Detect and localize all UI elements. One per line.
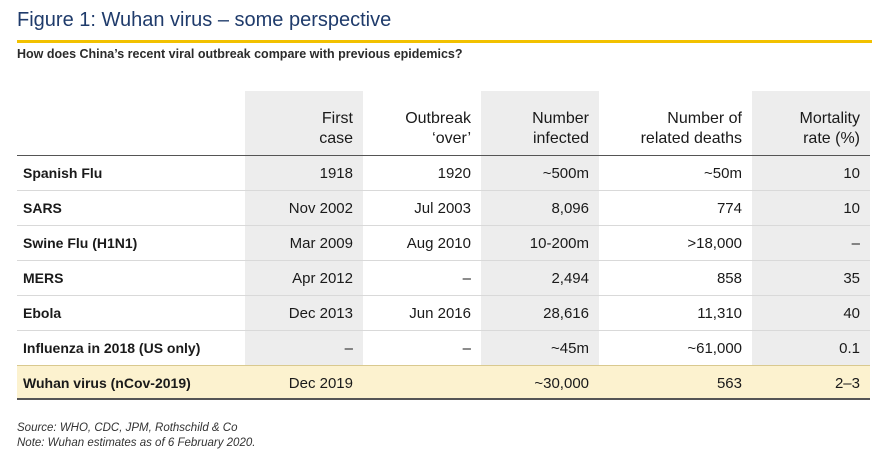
- header-number-infected-line2: infected: [532, 130, 589, 147]
- cell-related-deaths: 11,310: [599, 295, 752, 331]
- cell-outbreak-over: [363, 365, 481, 400]
- table-bottom-rule: [17, 398, 870, 400]
- header-outbreak-over-line2: ‘over’: [432, 130, 471, 147]
- header-outbreak-over: Outbreak ‘over’: [363, 91, 481, 156]
- cell-number-infected: ~30,000: [481, 365, 599, 400]
- cell-first-case: Dec 2019: [245, 365, 363, 400]
- table-row: Ebola Dec 2013 Jun 2016 28,616 11,310 40: [17, 295, 870, 331]
- cell-related-deaths: 774: [599, 190, 752, 226]
- note-line: Note: Wuhan estimates as of 6 February 2…: [17, 437, 256, 449]
- table-row: Spanish Flu 1918 1920 ~500m ~50m 10: [17, 155, 870, 191]
- cell-first-case: Nov 2002: [245, 190, 363, 226]
- header-first-case-line2: case: [319, 130, 353, 147]
- cell-mortality-rate: –: [752, 225, 870, 261]
- cell-outbreak-over: 1920: [363, 155, 481, 191]
- cell-number-infected: 10-200m: [481, 225, 599, 261]
- row-name: Swine Flu (H1N1): [17, 225, 245, 261]
- header-related-deaths-line2: related deaths: [640, 130, 742, 147]
- table-header-row: First case Outbreak ‘over’ Number infect…: [17, 91, 870, 156]
- header-name: [17, 91, 245, 156]
- cell-outbreak-over: –: [363, 330, 481, 366]
- row-name: Influenza in 2018 (US only): [17, 330, 245, 366]
- source-line: Source: WHO, CDC, JPM, Rothschild & Co: [17, 422, 238, 434]
- header-first-case: First case: [245, 91, 363, 156]
- table-row: Swine Flu (H1N1) Mar 2009 Aug 2010 10-20…: [17, 225, 870, 261]
- header-mortality-rate-line1: Mortality: [799, 110, 860, 127]
- header-outbreak-over-line1: Outbreak: [405, 110, 471, 127]
- table-row: MERS Apr 2012 – 2,494 858 35: [17, 260, 870, 296]
- cell-first-case: 1918: [245, 155, 363, 191]
- cell-mortality-rate: 10: [752, 155, 870, 191]
- figure-subtitle: How does China’s recent viral outbreak c…: [17, 47, 463, 61]
- cell-mortality-rate: 40: [752, 295, 870, 331]
- cell-mortality-rate: 10: [752, 190, 870, 226]
- row-name: Wuhan virus (nCov-2019): [17, 365, 245, 400]
- cell-first-case: Mar 2009: [245, 225, 363, 261]
- cell-number-infected: 8,096: [481, 190, 599, 226]
- cell-related-deaths: >18,000: [599, 225, 752, 261]
- cell-number-infected: 2,494: [481, 260, 599, 296]
- cell-mortality-rate: 35: [752, 260, 870, 296]
- figure-title: Figure 1: Wuhan virus – some perspective: [17, 9, 392, 31]
- header-related-deaths-line1: Number of: [667, 110, 742, 127]
- cell-first-case: –: [245, 330, 363, 366]
- row-name: Ebola: [17, 295, 245, 331]
- table-row: Influenza in 2018 (US only) – – ~45m ~61…: [17, 330, 870, 366]
- cell-number-infected: ~45m: [481, 330, 599, 366]
- cell-outbreak-over: Aug 2010: [363, 225, 481, 261]
- header-number-infected-line1: Number: [532, 110, 589, 127]
- row-name: MERS: [17, 260, 245, 296]
- header-mortality-rate: Mortality rate (%): [752, 91, 870, 156]
- cell-outbreak-over: –: [363, 260, 481, 296]
- table-row: SARS Nov 2002 Jul 2003 8,096 774 10: [17, 190, 870, 226]
- cell-first-case: Apr 2012: [245, 260, 363, 296]
- cell-related-deaths: 858: [599, 260, 752, 296]
- header-mortality-rate-line2: rate (%): [803, 130, 860, 147]
- cell-first-case: Dec 2013: [245, 295, 363, 331]
- cell-related-deaths: ~61,000: [599, 330, 752, 366]
- row-name: SARS: [17, 190, 245, 226]
- cell-number-infected: ~500m: [481, 155, 599, 191]
- row-name: Spanish Flu: [17, 155, 245, 191]
- source-note: Source: WHO, CDC, JPM, Rothschild & Co N…: [17, 421, 255, 451]
- cell-number-infected: 28,616: [481, 295, 599, 331]
- cell-related-deaths: 563: [599, 365, 752, 400]
- cell-related-deaths: ~50m: [599, 155, 752, 191]
- header-related-deaths: Number of related deaths: [599, 91, 752, 156]
- cell-mortality-rate: 2–3: [752, 365, 870, 400]
- header-number-infected: Number infected: [481, 91, 599, 156]
- cell-outbreak-over: Jul 2003: [363, 190, 481, 226]
- highlight-row-wuhan: Wuhan virus (nCov-2019) Dec 2019 ~30,000…: [17, 365, 870, 400]
- cell-outbreak-over: Jun 2016: [363, 295, 481, 331]
- cell-mortality-rate: 0.1: [752, 330, 870, 366]
- header-first-case-line1: First: [321, 110, 353, 127]
- epidemics-table: First case Outbreak ‘over’ Number infect…: [17, 91, 870, 400]
- title-accent-rule: [17, 40, 872, 43]
